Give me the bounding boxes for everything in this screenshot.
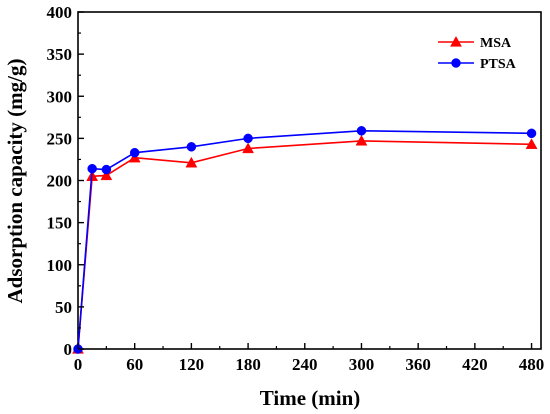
y-tick-label: 50 — [55, 298, 72, 317]
legend: MSA PTSA — [438, 35, 517, 72]
y-tick-label: 100 — [47, 256, 73, 275]
x-tick-label: 0 — [74, 355, 83, 374]
data-point-ptsa — [356, 126, 367, 136]
data-point-msa — [185, 156, 198, 168]
x-tick-label: 480 — [519, 355, 545, 374]
x-tick-label: 420 — [462, 355, 488, 374]
y-tick-label: 150 — [47, 214, 73, 233]
data-point-ptsa — [243, 133, 253, 144]
legend-label-ptsa: PTSA — [480, 57, 517, 72]
data-point-ptsa — [87, 163, 97, 174]
x-tick-label: 180 — [235, 355, 261, 374]
data-point-msa — [242, 142, 255, 154]
x-tick-label: 360 — [405, 355, 431, 374]
data-point-ptsa — [186, 142, 197, 152]
data-point-msa — [100, 169, 113, 181]
y-axis-title: Adsorption capacity (mg/g) — [3, 59, 27, 304]
legend-marker-ptsa — [451, 58, 461, 68]
plot-area — [72, 11, 542, 354]
x-tick-label: 120 — [179, 355, 205, 374]
series-line-ptsa — [77, 129, 532, 350]
data-point-ptsa — [101, 164, 112, 175]
data-point-msa — [525, 138, 538, 149]
legend-label-msa: MSA — [480, 36, 512, 51]
series-line-msa — [77, 140, 532, 350]
y-tick-label: 300 — [47, 87, 73, 106]
data-point-ptsa — [526, 128, 537, 139]
data-point-msa — [355, 134, 368, 146]
x-axis-title: Time (min) — [260, 386, 361, 410]
y-tick-label: 350 — [47, 45, 73, 64]
x-tick-label: 300 — [349, 355, 375, 374]
y-tick-label: 200 — [47, 172, 73, 191]
legend-marker-msa — [450, 35, 462, 47]
data-point-ptsa — [129, 147, 140, 158]
x-tick-label: 60 — [126, 355, 143, 374]
x-tick-label: 240 — [292, 355, 318, 374]
y-tick-label: 400 — [47, 3, 73, 22]
y-tick-label: 250 — [47, 129, 73, 148]
y-tick-label: 0 — [64, 340, 73, 359]
axis-ticks: 0 60 120 180 240 300 360 420 480 0 50 100 150 200 250 3… — [47, 3, 545, 374]
